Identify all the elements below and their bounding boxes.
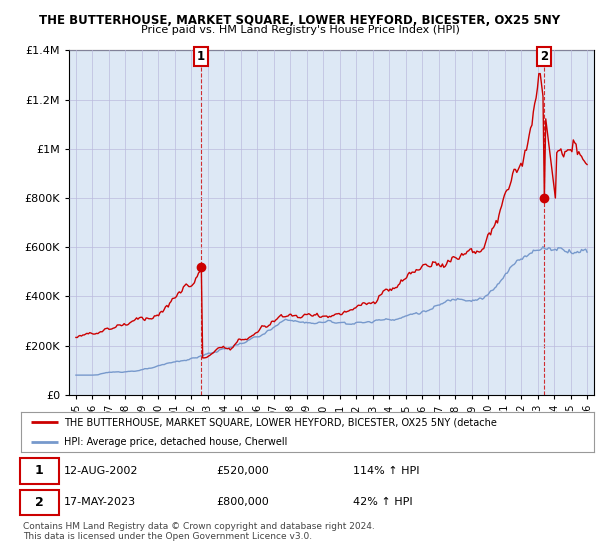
Text: 1: 1	[197, 50, 205, 63]
FancyBboxPatch shape	[20, 490, 59, 515]
Text: 1: 1	[35, 464, 44, 478]
Text: 42% ↑ HPI: 42% ↑ HPI	[353, 497, 413, 507]
Text: 2: 2	[539, 50, 548, 63]
Text: Price paid vs. HM Land Registry's House Price Index (HPI): Price paid vs. HM Land Registry's House …	[140, 25, 460, 35]
Text: 12-AUG-2002: 12-AUG-2002	[64, 466, 139, 476]
Text: £520,000: £520,000	[216, 466, 269, 476]
Text: 2: 2	[35, 496, 44, 509]
FancyBboxPatch shape	[20, 459, 59, 483]
Text: £800,000: £800,000	[216, 497, 269, 507]
Text: THE BUTTERHOUSE, MARKET SQUARE, LOWER HEYFORD, BICESTER, OX25 5NY: THE BUTTERHOUSE, MARKET SQUARE, LOWER HE…	[40, 14, 560, 27]
Text: 17-MAY-2023: 17-MAY-2023	[64, 497, 136, 507]
Text: Contains HM Land Registry data © Crown copyright and database right 2024.
This d: Contains HM Land Registry data © Crown c…	[23, 522, 374, 542]
Text: THE BUTTERHOUSE, MARKET SQUARE, LOWER HEYFORD, BICESTER, OX25 5NY (detache: THE BUTTERHOUSE, MARKET SQUARE, LOWER HE…	[64, 417, 497, 427]
Text: HPI: Average price, detached house, Cherwell: HPI: Average price, detached house, Cher…	[64, 437, 287, 447]
Text: 114% ↑ HPI: 114% ↑ HPI	[353, 466, 420, 476]
